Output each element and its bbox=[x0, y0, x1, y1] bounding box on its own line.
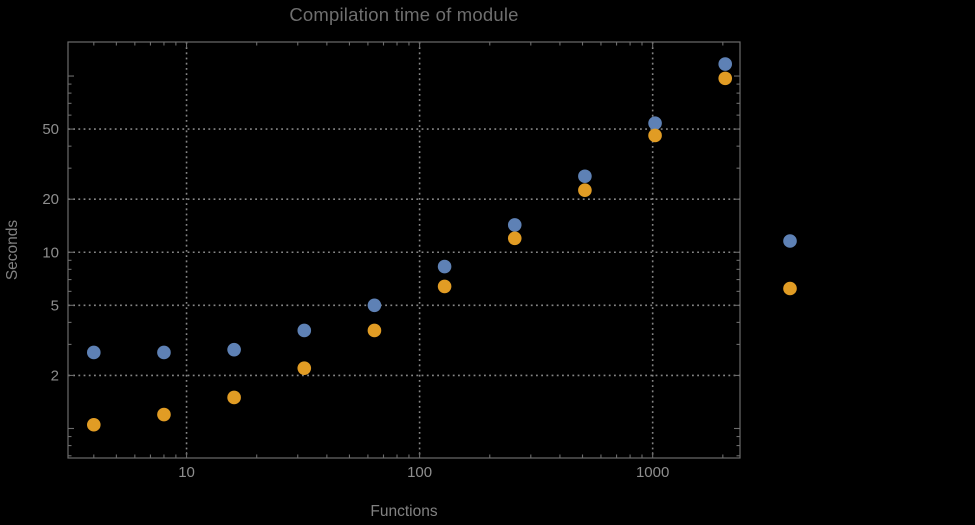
data-point-orange bbox=[157, 407, 171, 422]
y-tick-label: 5 bbox=[51, 297, 59, 314]
x-tick-label: 10 bbox=[178, 464, 195, 481]
data-point-blue bbox=[227, 342, 241, 357]
data-point-orange bbox=[648, 128, 662, 143]
y-tick-label: 10 bbox=[42, 244, 59, 261]
data-point-blue bbox=[648, 116, 662, 130]
data-point-orange bbox=[227, 390, 241, 405]
y-tick-label: 50 bbox=[42, 121, 59, 138]
data-point-blue bbox=[578, 169, 592, 184]
y-tick-label: 2 bbox=[51, 367, 59, 384]
x-tick-label: 100 bbox=[407, 464, 432, 481]
x-axis-label: Functions bbox=[370, 503, 438, 520]
y-tick-label: 20 bbox=[42, 191, 59, 208]
data-point-orange bbox=[437, 279, 452, 294]
legend-marker-blue bbox=[783, 234, 797, 248]
data-point-orange bbox=[578, 183, 592, 197]
data-point-blue bbox=[507, 218, 522, 232]
data-point-blue bbox=[86, 345, 101, 360]
data-point-blue bbox=[367, 298, 382, 313]
data-point-orange bbox=[367, 323, 382, 338]
chart-title: Compilation time of module bbox=[289, 4, 519, 25]
data-point-blue bbox=[157, 345, 171, 360]
data-point-orange bbox=[718, 71, 733, 86]
data-point-blue bbox=[718, 57, 733, 71]
x-tick-label: 1000 bbox=[636, 464, 669, 481]
data-point-blue bbox=[437, 259, 452, 274]
plot-frame bbox=[67, 41, 741, 459]
data-point-orange bbox=[507, 231, 522, 246]
data-point-blue bbox=[297, 323, 312, 338]
data-point-orange bbox=[297, 361, 312, 375]
legend-marker-orange bbox=[783, 281, 797, 296]
data-point-orange bbox=[86, 417, 101, 432]
